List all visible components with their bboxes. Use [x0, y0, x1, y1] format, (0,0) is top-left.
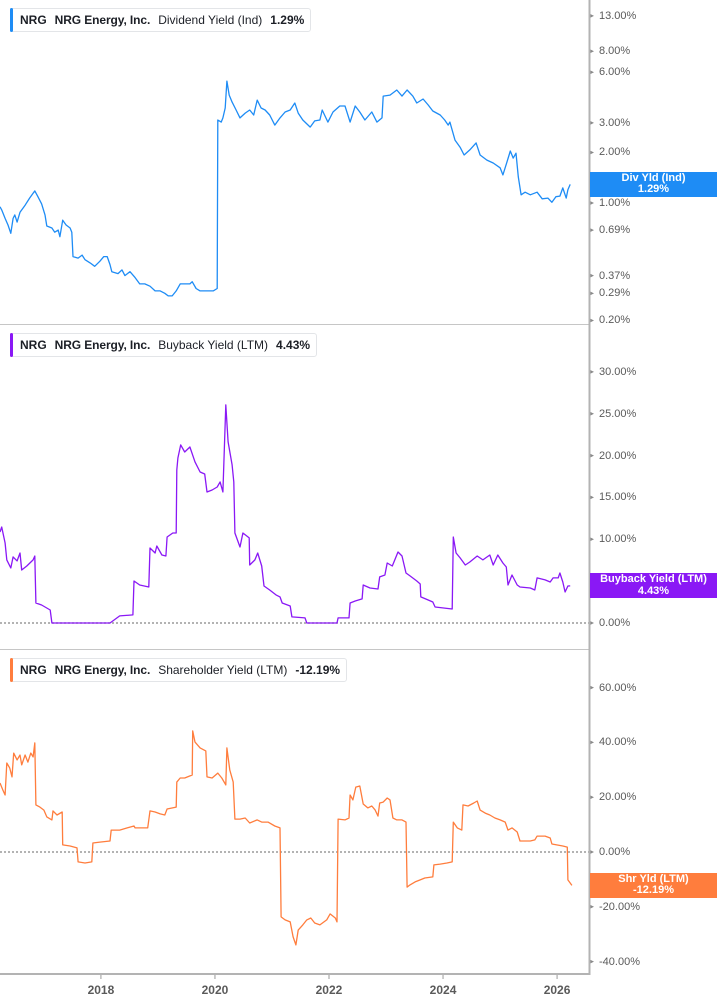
badge-label: Buyback Yield (LTM)	[600, 573, 707, 586]
y-tick-label: 0.29%	[599, 287, 631, 300]
y-tick-mark	[590, 120, 594, 125]
panel-shareholder-yield: NRG NRG Energy, Inc. Shareholder Yield (…	[0, 650, 589, 974]
y-tick-label: 10.00%	[599, 533, 637, 546]
y-tick-label: 0.00%	[599, 845, 631, 858]
y-tick-mark	[590, 849, 594, 854]
legend-company-name: NRG Energy, Inc.	[54, 663, 151, 677]
y-tick-mark	[590, 904, 594, 909]
x-tick-label: 2022	[315, 983, 343, 997]
badge-value: 4.43%	[637, 584, 670, 597]
legend-metric-value: -12.19%	[295, 663, 341, 677]
y-tick-mark	[590, 795, 594, 800]
badge-label: Div Yld (Ind)	[621, 171, 686, 184]
y-tick-mark	[590, 273, 594, 278]
y-tick-mark	[590, 49, 594, 54]
y-tick-mark	[590, 740, 594, 745]
y-tick-mark	[590, 453, 594, 458]
x-tick-label: 2020	[201, 983, 229, 997]
legend-ticker: NRG	[20, 338, 47, 352]
y-tick-label: 8.00%	[599, 45, 631, 58]
panel-buyback-yield: NRG NRG Energy, Inc. Buyback Yield (LTM)…	[0, 325, 589, 649]
y-tick-label: 15.00%	[599, 491, 637, 504]
axes	[0, 0, 594, 979]
y-tick-label: -20.00%	[599, 900, 640, 913]
y-tick-label: 0.69%	[599, 224, 631, 237]
series-color-swatch	[10, 658, 13, 682]
y-tick-label: 6.00%	[599, 66, 631, 79]
y-tick-mark	[590, 537, 594, 542]
x-tick-label: 2024	[429, 983, 457, 997]
y-tick-mark	[590, 70, 594, 75]
y-tick-label: 25.00%	[599, 407, 637, 420]
y-tick-mark	[590, 150, 594, 155]
legend-metric-name: Shareholder Yield (LTM)	[158, 663, 288, 677]
value-badge-shareholder-yield: Shr Yld (LTM) -12.19%	[590, 872, 717, 898]
legend-company-name: NRG Energy, Inc.	[54, 338, 151, 352]
series-color-swatch	[10, 333, 13, 357]
y-tick-label: 13.00%	[599, 9, 637, 22]
y-tick-mark	[590, 620, 594, 625]
y-tick-label: 60.00%	[599, 681, 637, 694]
legend-metric-name: Buyback Yield (LTM)	[158, 338, 269, 352]
plot-area-dividend-yield[interactable]	[0, 0, 589, 324]
x-tick-label: 2018	[87, 983, 115, 997]
x-tick-label: 2026	[543, 983, 571, 997]
y-tick-mark	[590, 959, 594, 964]
y-tick-label: 0.20%	[599, 314, 631, 327]
panel-dividend-yield: NRG NRG Energy, Inc. Dividend Yield (Ind…	[0, 0, 589, 324]
value-badge-dividend-yield: Div Yld (Ind) 1.29%	[590, 171, 717, 197]
value-badge-buyback-yield: Buyback Yield (LTM) 4.43%	[590, 573, 717, 599]
badge-label: Shr Yld (LTM)	[618, 872, 689, 885]
y-tick-label: 1.00%	[599, 197, 631, 210]
badge-value: 1.29%	[637, 183, 670, 196]
badge-value: -12.19%	[633, 884, 674, 897]
y-tick-mark	[590, 685, 594, 690]
y-tick-label: 2.00%	[599, 146, 631, 159]
legend-metric-value: 4.43%	[276, 338, 311, 352]
y-tick-label: 20.00%	[599, 449, 637, 462]
y-tick-mark	[590, 369, 594, 374]
legend-buyback-yield[interactable]: NRG NRG Energy, Inc. Buyback Yield (LTM)…	[10, 333, 318, 357]
y-tick-mark	[590, 411, 594, 416]
y-tick-mark	[590, 291, 594, 296]
y-tick-label: 20.00%	[599, 791, 637, 804]
y-tick-label: 0.00%	[599, 616, 631, 629]
y-tick-label: 40.00%	[599, 736, 637, 749]
y-tick-mark	[590, 201, 594, 206]
plot-area-shareholder-yield[interactable]	[0, 650, 589, 974]
y-tick-mark	[590, 13, 594, 18]
y-tick-label: -40.00%	[599, 955, 640, 968]
buyback-yield-line	[0, 404, 571, 624]
y-tick-label: 0.37%	[599, 269, 631, 282]
series-color-swatch	[10, 8, 13, 32]
legend-shareholder-yield[interactable]: NRG NRG Energy, Inc. Shareholder Yield (…	[10, 658, 348, 682]
dividend-yield-line	[0, 80, 571, 297]
plot-area-buyback-yield[interactable]	[0, 325, 589, 649]
series-lines	[0, 80, 573, 946]
y-tick-mark	[590, 495, 594, 500]
y-tick-mark	[590, 228, 594, 233]
y-tick-label: 3.00%	[599, 116, 631, 129]
legend-ticker: NRG	[20, 13, 47, 27]
legend-dividend-yield[interactable]: NRG NRG Energy, Inc. Dividend Yield (Ind…	[10, 8, 312, 32]
legend-company-name: NRG Energy, Inc.	[54, 13, 151, 27]
shareholder-yield-line	[0, 730, 573, 946]
legend-ticker: NRG	[20, 663, 47, 677]
y-tick-label: 30.00%	[599, 365, 637, 378]
legend-metric-name: Dividend Yield (Ind)	[158, 13, 263, 27]
legend-metric-value: 1.29%	[270, 13, 305, 27]
y-tick-mark	[590, 318, 594, 323]
